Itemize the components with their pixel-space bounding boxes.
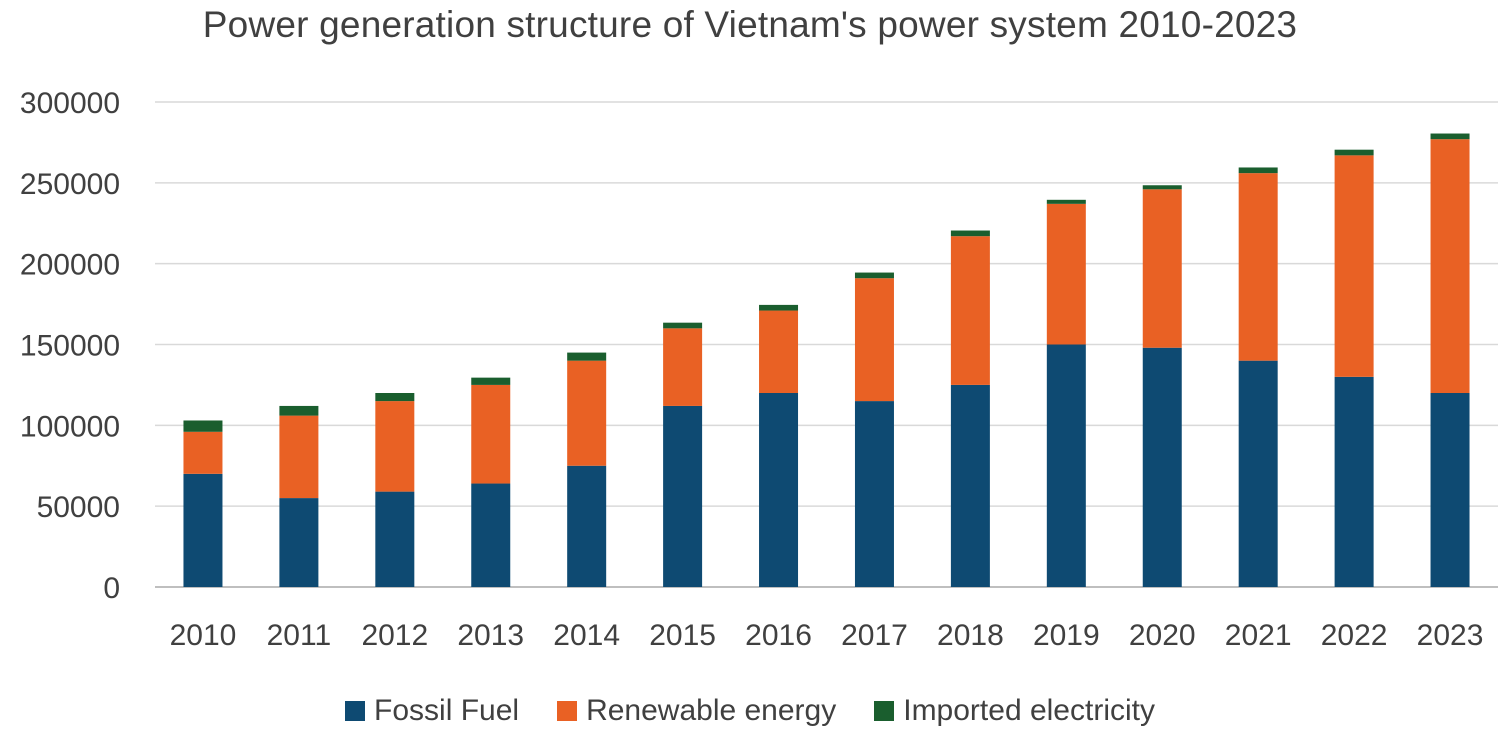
bar-renewable-energy-2012 bbox=[375, 401, 415, 492]
y-tick-label: 150000 bbox=[20, 330, 120, 363]
bar-imported-electricity-2023 bbox=[1430, 133, 1470, 140]
legend-label: Renewable energy bbox=[586, 694, 837, 727]
bar-fossil-fuel-2014 bbox=[567, 465, 607, 587]
bar-renewable-energy-2010 bbox=[183, 431, 223, 474]
bar-fossil-fuel-2017 bbox=[854, 401, 894, 587]
x-tick-label: 2020 bbox=[1129, 619, 1196, 652]
x-tick-label: 2015 bbox=[649, 619, 716, 652]
bar-fossil-fuel-2011 bbox=[279, 498, 319, 587]
bar-imported-electricity-2015 bbox=[663, 322, 703, 329]
bar-renewable-energy-2021 bbox=[1238, 173, 1278, 361]
bar-fossil-fuel-2012 bbox=[375, 491, 415, 587]
bar-fossil-fuel-2019 bbox=[1046, 344, 1086, 587]
bar-imported-electricity-2012 bbox=[375, 393, 415, 402]
bar-renewable-energy-2015 bbox=[663, 328, 703, 406]
bar-fossil-fuel-2013 bbox=[471, 483, 511, 587]
gridlines bbox=[155, 101, 1498, 588]
bar-renewable-energy-2022 bbox=[1334, 155, 1374, 377]
x-tick-label: 2011 bbox=[267, 619, 332, 652]
bar-renewable-energy-2017 bbox=[854, 278, 894, 402]
bar-fossil-fuel-2021 bbox=[1238, 360, 1278, 587]
legend: Fossil Fuel Renewable energy Imported elec… bbox=[0, 694, 1500, 728]
chart-title: Power generation structure of Vietnam's … bbox=[202, 4, 1298, 45]
bar-fossil-fuel-2022 bbox=[1334, 376, 1374, 587]
y-tick-label: 250000 bbox=[20, 168, 120, 201]
legend-swatch bbox=[557, 701, 578, 721]
x-tick-label: 2016 bbox=[745, 619, 812, 652]
bar-imported-electricity-2013 bbox=[471, 377, 511, 385]
bar-fossil-fuel-2010 bbox=[183, 473, 223, 587]
bar-fossil-fuel-2015 bbox=[663, 405, 703, 587]
y-tick-label: 100000 bbox=[20, 410, 120, 443]
x-tick-label: 2012 bbox=[361, 619, 428, 652]
legend-label: Imported electricity bbox=[903, 694, 1155, 727]
y-tick-label: 0 bbox=[103, 572, 120, 605]
bar-imported-electricity-2017 bbox=[854, 272, 894, 279]
bar-imported-electricity-2010 bbox=[183, 420, 223, 432]
legend-item: Imported electricity bbox=[874, 694, 1155, 728]
x-axis-ticks: 2010 2011 2012 2013 2014 2015 2016 2017 2018 2019… bbox=[170, 619, 1484, 652]
bar-renewable-energy-2014 bbox=[567, 360, 607, 466]
legend-item: Renewable energy bbox=[557, 694, 836, 728]
x-tick-label: 2014 bbox=[553, 619, 620, 652]
bar-renewable-energy-2013 bbox=[471, 384, 511, 484]
bar-renewable-energy-2018 bbox=[950, 236, 990, 385]
legend-label: Fossil Fuel bbox=[374, 694, 520, 727]
legend-swatch bbox=[345, 701, 366, 721]
y-axis-ticks: 0 50000 100000 150000 200000 250000 300000 bbox=[20, 87, 120, 605]
legend-swatch bbox=[874, 701, 895, 721]
x-tick-label: 2019 bbox=[1033, 619, 1100, 652]
bar-imported-electricity-2020 bbox=[1142, 185, 1182, 190]
bar-fossil-fuel-2018 bbox=[950, 384, 990, 587]
bar-fossil-fuel-2020 bbox=[1142, 347, 1182, 587]
bar-series bbox=[183, 133, 1470, 587]
y-tick-label: 300000 bbox=[20, 87, 120, 120]
bar-imported-electricity-2016 bbox=[759, 304, 799, 311]
legend-item: Fossil Fuel bbox=[345, 694, 519, 728]
x-tick-label: 2010 bbox=[170, 619, 237, 652]
bar-renewable-energy-2019 bbox=[1046, 203, 1086, 345]
bar-imported-electricity-2018 bbox=[950, 230, 990, 237]
bar-imported-electricity-2021 bbox=[1238, 167, 1278, 174]
bar-fossil-fuel-2016 bbox=[759, 393, 799, 587]
x-tick-label: 2021 bbox=[1225, 619, 1292, 652]
bar-imported-electricity-2014 bbox=[567, 352, 607, 361]
bar-fossil-fuel-2023 bbox=[1430, 393, 1470, 587]
y-tick-label: 50000 bbox=[37, 491, 120, 524]
x-tick-label: 2023 bbox=[1417, 619, 1484, 652]
x-tick-label: 2017 bbox=[841, 619, 908, 652]
x-tick-label: 2018 bbox=[937, 619, 1004, 652]
bar-renewable-energy-2020 bbox=[1142, 189, 1182, 348]
bar-renewable-energy-2011 bbox=[279, 415, 319, 499]
x-tick-label: 2013 bbox=[457, 619, 524, 652]
bar-renewable-energy-2023 bbox=[1430, 139, 1470, 393]
x-tick-label: 2022 bbox=[1321, 619, 1388, 652]
bar-renewable-energy-2016 bbox=[759, 310, 799, 393]
bar-imported-electricity-2022 bbox=[1334, 149, 1374, 156]
bar-imported-electricity-2011 bbox=[279, 405, 319, 416]
bar-imported-electricity-2019 bbox=[1046, 199, 1086, 204]
y-tick-label: 200000 bbox=[20, 249, 120, 282]
